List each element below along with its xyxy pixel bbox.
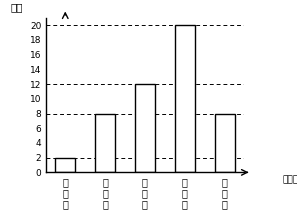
Bar — [135, 84, 155, 172]
Y-axis label: 人数: 人数 — [10, 2, 23, 12]
Text: 课外书籍种类: 课外书籍种类 — [282, 175, 297, 184]
Bar — [95, 114, 115, 172]
Bar — [215, 114, 235, 172]
Bar — [55, 158, 75, 172]
Bar — [175, 25, 195, 172]
